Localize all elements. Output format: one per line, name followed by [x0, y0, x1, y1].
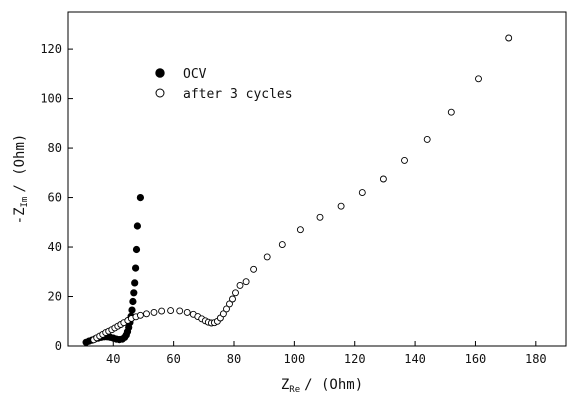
data-point [136, 311, 144, 319]
x-tick-label: 100 [284, 352, 306, 366]
data-point [337, 202, 345, 210]
x-tick-label: 120 [344, 352, 366, 366]
x-axis-title-suffix: / (Ohm) [304, 377, 363, 393]
data-point [132, 245, 141, 254]
data-point [447, 108, 455, 116]
data-point [475, 75, 482, 83]
data-point [226, 300, 233, 308]
x-axis-title-sub: Re [289, 385, 300, 395]
data-point [136, 194, 144, 202]
data-point [278, 241, 286, 249]
data-point [167, 307, 175, 315]
data-point [250, 265, 258, 273]
data-point [296, 226, 304, 234]
data-point [150, 308, 158, 316]
legend-label: OCV [183, 67, 207, 82]
data-point [505, 34, 513, 42]
data-point [128, 306, 136, 314]
data-point [242, 278, 250, 286]
data-point [158, 307, 166, 315]
legend-marker [155, 68, 165, 78]
x-axis-title: ZRe / (Ohm) [281, 377, 363, 395]
y-axis-title: -ZIm / (Ohm) [12, 134, 30, 225]
plot-frame [67, 11, 567, 347]
x-tick-label: 160 [465, 352, 487, 366]
data-point [223, 305, 230, 313]
x-tick-label: 60 [166, 352, 180, 366]
data-point [183, 308, 191, 316]
x-tick-label: 140 [404, 352, 426, 366]
data-point [379, 175, 387, 183]
data-point [236, 281, 244, 289]
data-point [263, 253, 271, 261]
x-tick-label: 40 [106, 352, 120, 366]
data-point [133, 222, 141, 230]
y-axis-title-suffix: / (Ohm) [12, 134, 28, 193]
ticks: 40 60 80 100 120 140 160 180 0 20 40 60 80 100 120 [40, 42, 546, 366]
series-0 [82, 194, 144, 346]
y-axis-title-sub: Im [20, 197, 30, 208]
data-point [130, 289, 138, 297]
data-point [132, 264, 140, 272]
y-axis-title-prefix: -Z [12, 208, 28, 225]
x-axis-title-prefix: Z [281, 377, 289, 393]
y-tick-label: 120 [40, 42, 62, 56]
legend: OCV after 3 cycles [155, 67, 293, 102]
data-point [229, 295, 236, 303]
data-point [358, 189, 366, 197]
data-point [423, 135, 431, 143]
data-point [232, 289, 239, 297]
legend-marker [155, 88, 165, 98]
legend-label: after 3 cycles [183, 87, 293, 102]
y-tick-label: 60 [48, 191, 62, 205]
data-point [176, 307, 184, 315]
y-tick-label: 80 [48, 141, 62, 155]
data-point [219, 310, 227, 318]
y-tick-label: 0 [55, 339, 62, 353]
y-tick-label: 100 [40, 92, 62, 106]
series-1 [90, 34, 513, 344]
data-point [131, 279, 139, 287]
x-tick-label: 80 [227, 352, 241, 366]
data-point [143, 310, 150, 318]
data-marks [82, 34, 513, 346]
y-tick-label: 20 [48, 290, 62, 304]
x-tick-label: 180 [525, 352, 547, 366]
y-tick-label: 40 [48, 240, 62, 254]
data-point [129, 297, 137, 306]
data-point [316, 213, 324, 221]
data-point [401, 156, 408, 164]
